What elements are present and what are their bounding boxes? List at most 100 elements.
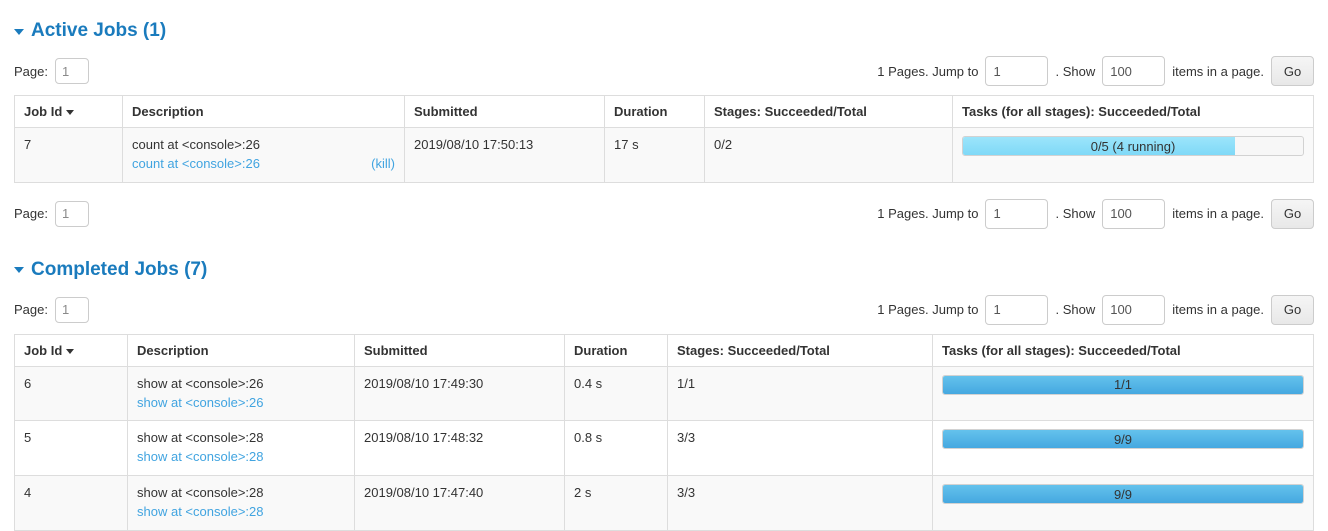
sort-desc-icon	[66, 110, 75, 115]
active-col-duration[interactable]: Duration	[604, 95, 705, 128]
description-link-row: show at <console>:26	[137, 394, 345, 413]
active-jobs-section-header[interactable]: Active Jobs (1)	[14, 21, 1314, 40]
completed-col-duration[interactable]: Duration	[564, 334, 668, 367]
cell-tasks: 0/5 (4 running)	[952, 127, 1314, 183]
completed-col-description[interactable]: Description	[127, 334, 355, 367]
cell-tasks: 9/9	[932, 420, 1314, 477]
active-top-items-text: items in a page.	[1172, 63, 1264, 79]
cell-description: count at <console>:26 count at <console>…	[122, 127, 405, 183]
completed-top-jump-group: 1 Pages. Jump to . Show items in a page.…	[877, 294, 1314, 325]
active-top-page-input[interactable]	[54, 58, 89, 84]
active-col-stages[interactable]: Stages: Succeeded/Total	[704, 95, 953, 128]
description-link[interactable]: show at <console>:28	[137, 449, 264, 465]
completed-jobs-title: Completed Jobs (7)	[31, 258, 208, 280]
active-bottom-items-text: items in a page.	[1172, 206, 1264, 222]
completed-top-show-input[interactable]	[1102, 294, 1166, 325]
tasks-progress-fill	[963, 137, 1235, 155]
sort-desc-icon	[66, 348, 75, 354]
cell-stages: 1/1	[667, 365, 933, 422]
cell-description: show at <console>:28 show at <console>:2…	[127, 475, 355, 531]
active-top-pagination: Page: 1 Pages. Jump to . Show items in a…	[14, 56, 1314, 86]
active-col-tasks[interactable]: Tasks (for all stages): Succeeded/Total	[952, 95, 1314, 128]
active-bottom-pages-text: 1 Pages. Jump to	[877, 206, 979, 222]
active-top-go-button[interactable]: Go	[1271, 56, 1314, 86]
active-bottom-show-input[interactable]	[1102, 198, 1166, 229]
completed-jobs-table-body: 6 show at <console>:26 show at <console>…	[14, 365, 1314, 531]
completed-top-items-text: items in a page.	[1172, 302, 1264, 318]
completed-top-go-button[interactable]: Go	[1271, 294, 1314, 325]
description-link[interactable]: show at <console>:26	[137, 394, 264, 410]
completed-jobs-section-header[interactable]: Completed Jobs (7)	[14, 260, 1314, 279]
completed-jobs-header-row: Job Id Description Submitted Duration St…	[14, 334, 1314, 367]
description-text: show at <console>:28	[137, 430, 264, 446]
cell-tasks: 9/9	[932, 475, 1314, 531]
completed-top-pages-text: 1 Pages. Jump to	[877, 302, 979, 318]
active-bottom-go-button[interactable]: Go	[1271, 198, 1314, 229]
cell-job-id: 4	[14, 475, 128, 531]
tasks-progress-bar: 9/9	[942, 429, 1304, 450]
cell-job-id: 6	[14, 365, 128, 422]
cell-job-id: 7	[14, 127, 123, 183]
active-bottom-jump-input[interactable]	[985, 198, 1049, 229]
tasks-progress-bar: 0/5 (4 running)	[962, 136, 1304, 156]
active-bottom-show-text: . Show	[1055, 206, 1096, 222]
completed-top-jump-input[interactable]	[985, 294, 1049, 325]
active-bottom-page-group: Page:	[14, 200, 89, 227]
active-jobs-table: Job Id Description Submitted Duration St…	[14, 95, 1314, 183]
active-jobs-header-row: Job Id Description Submitted Duration St…	[14, 95, 1314, 128]
description-link[interactable]: show at <console>:28	[137, 503, 264, 519]
active-jobs-table-head: Job Id Description Submitted Duration St…	[14, 95, 1314, 128]
active-bottom-page-label: Page:	[14, 206, 48, 222]
description-link-row: count at <console>:26 (kill)	[132, 155, 395, 174]
table-row: 7 count at <console>:26 count at <consol…	[14, 127, 1314, 183]
active-jobs-table-body: 7 count at <console>:26 count at <consol…	[14, 127, 1314, 183]
active-col-submitted[interactable]: Submitted	[404, 95, 605, 128]
active-top-jump-input[interactable]	[985, 56, 1049, 86]
caret-down-icon	[14, 267, 24, 274]
active-top-show-input[interactable]	[1102, 56, 1166, 86]
active-bottom-page-input[interactable]	[54, 200, 89, 227]
description-link-row: show at <console>:28	[137, 503, 345, 522]
cell-submitted: 2019/08/10 17:47:40	[354, 475, 565, 531]
active-bottom-jump-group: 1 Pages. Jump to . Show items in a page.…	[877, 198, 1314, 229]
tasks-progress-label: 0/5 (4 running)	[1090, 138, 1176, 154]
tasks-progress-fill	[943, 375, 1303, 394]
completed-col-submitted[interactable]: Submitted	[354, 334, 565, 367]
cell-duration: 17 s	[604, 127, 705, 183]
active-jobs-title: Active Jobs (1)	[31, 20, 167, 41]
tasks-progress-label: 1/1	[1113, 377, 1133, 393]
active-top-page-group: Page:	[14, 58, 89, 84]
table-row: 4 show at <console>:28 show at <console>…	[14, 475, 1314, 531]
cell-job-id: 5	[14, 420, 128, 477]
cell-description: show at <console>:26 show at <console>:2…	[127, 365, 355, 422]
completed-col-stages[interactable]: Stages: Succeeded/Total	[667, 334, 933, 367]
kill-link[interactable]: (kill)	[371, 155, 395, 171]
cell-tasks: 1/1	[932, 365, 1314, 422]
completed-col-job-id[interactable]: Job Id	[14, 334, 128, 367]
completed-top-page-group: Page:	[14, 296, 89, 323]
completed-col-tasks[interactable]: Tasks (for all stages): Succeeded/Total	[932, 334, 1314, 367]
active-bottom-pagination: Page: 1 Pages. Jump to . Show items in a…	[14, 198, 1314, 229]
active-jobs-header-wrap: Active Jobs (1)	[14, 0, 1314, 40]
completed-col-job-id-label: Job Id	[24, 342, 63, 358]
active-col-job-id-label: Job Id	[24, 104, 63, 119]
active-col-job-id[interactable]: Job Id	[14, 95, 123, 128]
cell-stages: 0/2	[704, 127, 953, 183]
cell-stages: 3/3	[667, 420, 933, 477]
completed-jobs-table-head: Job Id Description Submitted Duration St…	[14, 334, 1314, 367]
cell-duration: 2 s	[564, 475, 668, 531]
description-text: show at <console>:28	[137, 485, 264, 501]
completed-top-page-label: Page:	[14, 302, 48, 318]
active-col-description[interactable]: Description	[122, 95, 405, 128]
description-link[interactable]: count at <console>:26	[132, 155, 260, 171]
cell-duration: 0.4 s	[564, 365, 668, 422]
tasks-progress-fill	[943, 430, 1303, 449]
completed-top-show-text: . Show	[1055, 302, 1096, 318]
cell-submitted: 2019/08/10 17:50:13	[404, 127, 605, 183]
cell-submitted: 2019/08/10 17:49:30	[354, 365, 565, 422]
completed-jobs-header-wrap: Completed Jobs (7)	[14, 238, 1314, 279]
completed-top-pagination: Page: 1 Pages. Jump to . Show items in a…	[14, 294, 1314, 325]
active-top-jump-group: 1 Pages. Jump to . Show items in a page.…	[877, 56, 1314, 86]
completed-top-page-input[interactable]	[54, 296, 89, 323]
